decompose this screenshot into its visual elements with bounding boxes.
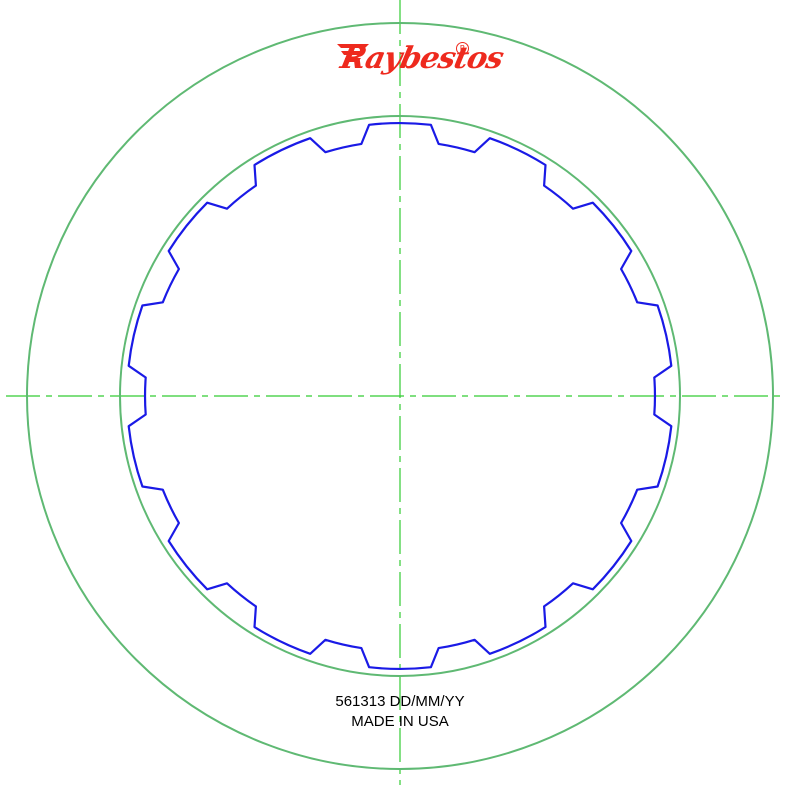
- registered-mark: R: [456, 42, 469, 55]
- logo-wings-icon: [337, 44, 369, 62]
- internal-spline-profile: [127, 122, 673, 670]
- inner-diameter-circle: [119, 115, 681, 677]
- origin-stamp: MADE IN USA: [351, 713, 449, 730]
- part-number-stamp: 561313 DD/MM/YY: [335, 693, 465, 710]
- logo-wordmark: Raybestos: [337, 41, 507, 76]
- raybestos-logo: Raybestos R: [335, 36, 506, 84]
- outer-diameter-circle: [26, 22, 774, 770]
